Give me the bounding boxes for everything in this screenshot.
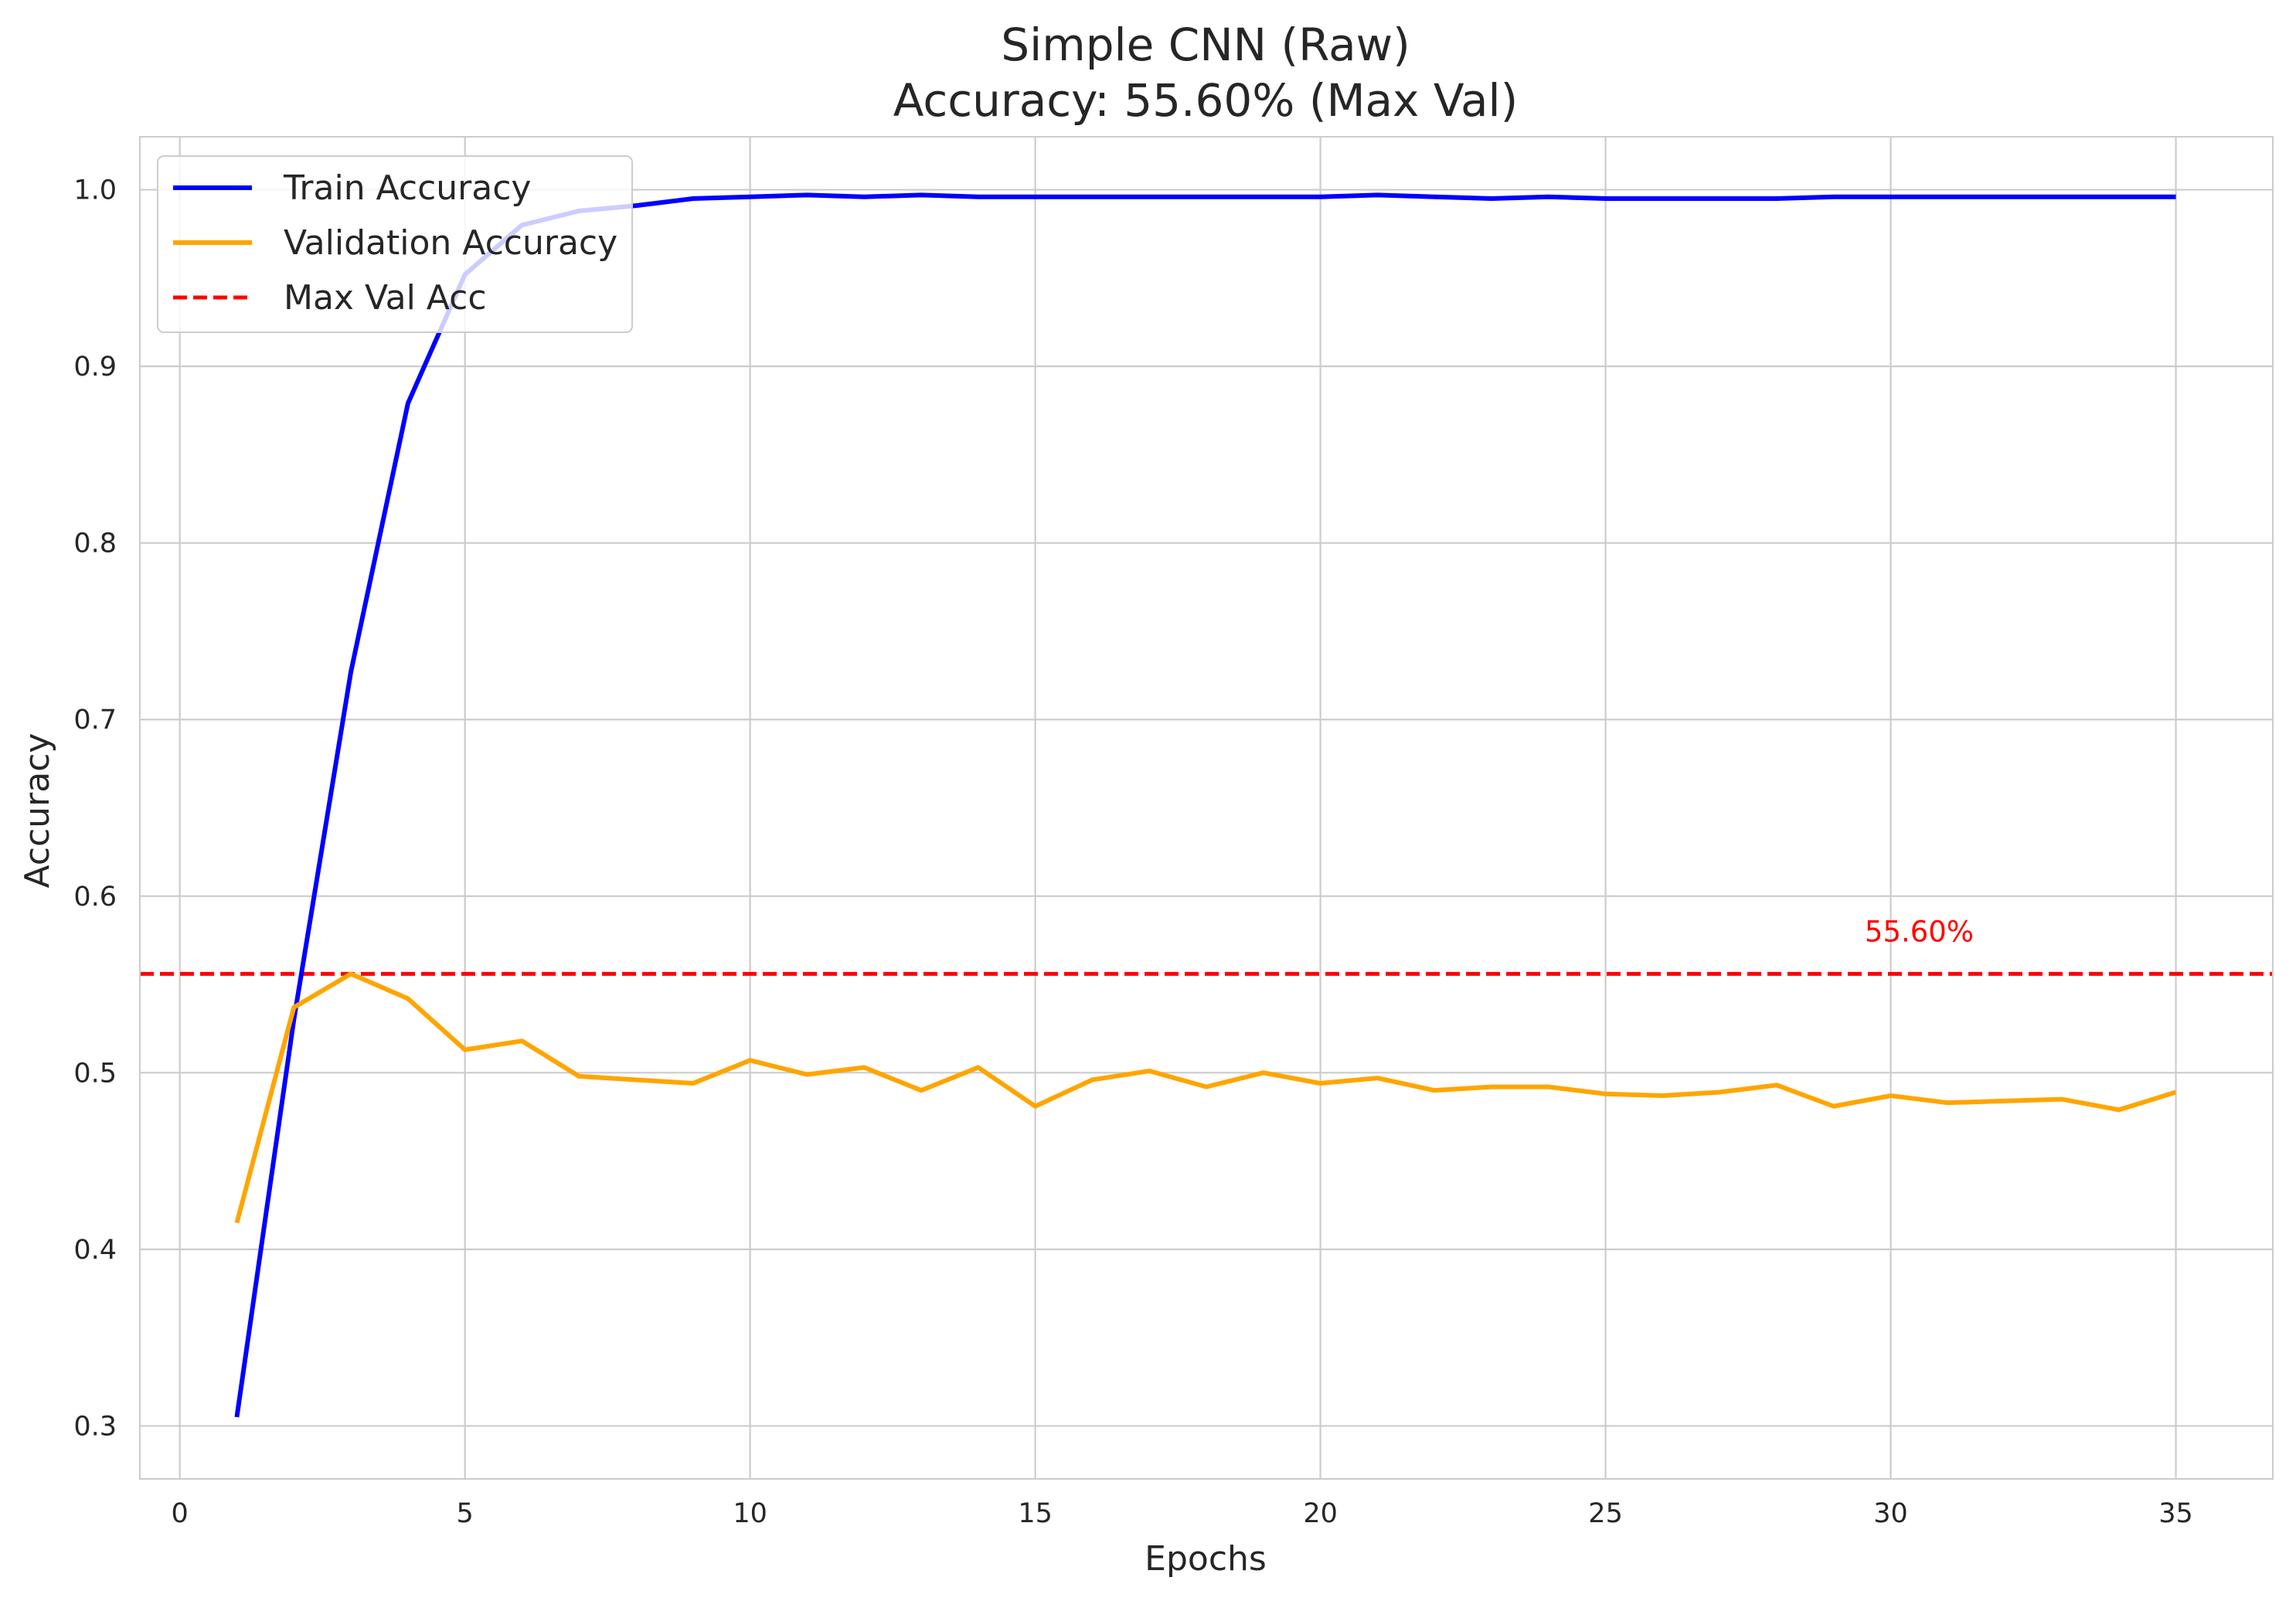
y-tick-label: 0.8 <box>73 529 117 559</box>
legend: Train Accuracy Validation Accuracy Max Val… <box>157 155 633 333</box>
y-tick-label: 0.9 <box>73 352 117 382</box>
x-tick-label: 35 <box>2158 1498 2193 1529</box>
annotations: 55.60% <box>1865 915 1974 948</box>
x-tick-label: 30 <box>1873 1498 1908 1529</box>
chart-title: Simple CNN (Raw) <box>1001 19 1410 71</box>
y-tick-label: 1.0 <box>73 175 117 206</box>
y-tick-label: 0.3 <box>73 1411 117 1442</box>
legend-max-val-acc-label: Max Val Acc <box>284 278 487 318</box>
validation-accuracy-line <box>234 971 2177 1224</box>
x-tick-label: 20 <box>1303 1498 1338 1529</box>
y-tick-label: 0.5 <box>73 1058 117 1089</box>
legend-box <box>157 155 633 333</box>
y-axis-ticks: 0.3 0.4 0.5 0.6 0.7 0.8 0.9 1.0 <box>73 175 117 1443</box>
grid <box>140 137 2273 1479</box>
y-tick-label: 0.7 <box>73 705 117 736</box>
plot-frame <box>139 136 2274 1480</box>
legend-train-accuracy-label: Train Accuracy <box>283 168 531 208</box>
x-tick-label: 10 <box>733 1498 767 1529</box>
x-tick-label: 25 <box>1588 1498 1623 1529</box>
max-val-annotation: 55.60% <box>1865 915 1974 948</box>
plot-area <box>140 137 2273 1479</box>
x-tick-label: 0 <box>172 1498 189 1529</box>
y-tick-label: 0.6 <box>73 882 117 913</box>
legend-validation-accuracy-label: Validation Accuracy <box>284 223 617 263</box>
y-axis-label: Accuracy <box>18 733 57 889</box>
chart-subtitle: Accuracy: 55.60% (Max Val) <box>893 74 1519 127</box>
x-tick-label: 15 <box>1018 1498 1053 1529</box>
x-axis-label: Epochs <box>1145 1539 1267 1579</box>
y-tick-label: 0.4 <box>73 1235 117 1266</box>
x-tick-label: 5 <box>457 1498 474 1529</box>
x-axis-ticks: 0 5 10 15 20 25 30 35 <box>172 1498 2193 1529</box>
